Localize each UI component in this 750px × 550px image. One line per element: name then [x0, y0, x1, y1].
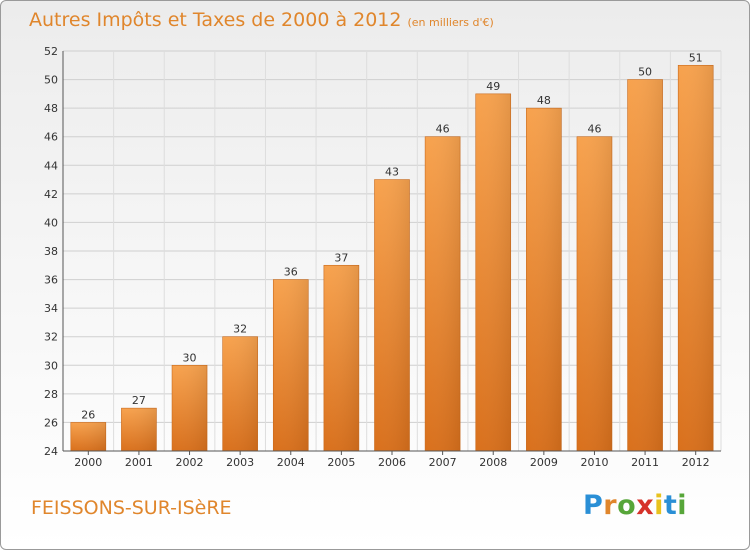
bar-shade-2011 — [627, 79, 663, 452]
x-tick-label: 2008 — [479, 456, 507, 469]
y-tick-label: 26 — [44, 416, 58, 429]
logo-letter: r — [603, 490, 618, 521]
value-label: 51 — [689, 51, 703, 64]
chart-title-text: Autres Impôts et Taxes de 2000 à 2012 — [29, 9, 402, 31]
x-tick-label: 2011 — [631, 456, 659, 469]
bar-shade-2004 — [273, 279, 309, 451]
value-label: 37 — [334, 251, 348, 264]
value-label: 26 — [81, 408, 95, 421]
y-tick-label: 32 — [44, 331, 58, 344]
commune-name: FEISSONS-SUR-ISèRE — [31, 497, 232, 519]
logo-letter: t — [663, 490, 678, 521]
value-label: 32 — [233, 323, 247, 336]
proxiti-logo: Proxiti — [583, 490, 687, 521]
logo-letter: P — [583, 490, 604, 521]
y-tick-label: 44 — [44, 159, 58, 172]
logo-letter: o — [617, 490, 637, 521]
bar-shade-2009 — [526, 108, 562, 452]
x-tick-label: 2001 — [125, 456, 153, 469]
value-label: 50 — [638, 66, 652, 79]
x-tick-label: 2009 — [530, 456, 558, 469]
bar-shade-2002 — [172, 365, 208, 451]
y-tick-label: 28 — [44, 388, 58, 401]
y-tick-label: 30 — [44, 359, 58, 372]
y-tick-label: 34 — [44, 302, 58, 315]
chart-title: Autres Impôts et Taxes de 2000 à 2012 (en… — [29, 9, 494, 31]
x-tick-label: 2002 — [176, 456, 204, 469]
y-tick-label: 38 — [44, 245, 58, 258]
x-tick-label: 2004 — [277, 456, 305, 469]
x-tick-label: 2000 — [74, 456, 102, 469]
value-label: 43 — [385, 166, 399, 179]
value-label: 30 — [183, 351, 197, 364]
y-tick-label: 42 — [44, 188, 58, 201]
value-label: 46 — [587, 123, 601, 136]
bar-shade-2006 — [374, 179, 410, 452]
y-tick-label: 52 — [44, 45, 58, 58]
bar-shade-2007 — [425, 136, 461, 451]
value-label: 46 — [436, 123, 450, 136]
bar-shade-2010 — [576, 136, 612, 451]
value-label: 49 — [486, 80, 500, 93]
x-tick-label: 2010 — [580, 456, 608, 469]
bar-shade-2005 — [323, 265, 359, 451]
value-label: 36 — [284, 266, 298, 279]
y-tick-label: 36 — [44, 274, 58, 287]
value-label: 48 — [537, 94, 551, 107]
x-tick-label: 2006 — [378, 456, 406, 469]
logo-letter: i — [677, 490, 688, 521]
x-tick-label: 2003 — [226, 456, 254, 469]
value-label: 27 — [132, 394, 146, 407]
y-tick-label: 48 — [44, 102, 58, 115]
logo-letter: i — [654, 490, 664, 521]
bar-shade-2000 — [70, 422, 106, 451]
x-tick-label: 2007 — [429, 456, 457, 469]
logo-letter: x — [636, 490, 655, 521]
chart-unit: (en milliers d'€) — [407, 16, 494, 29]
y-tick-label: 24 — [44, 445, 58, 458]
bar-shade-2008 — [475, 93, 511, 451]
axis-layer: 24 26 28 30 32 34 36 38 40 42 44 46 48 50 52 26 2000 27 20… — [44, 45, 721, 469]
y-tick-label: 40 — [44, 216, 58, 229]
bar-shade-2012 — [678, 65, 714, 452]
y-tick-label: 50 — [44, 74, 58, 87]
bar-layer — [70, 64, 714, 452]
y-tick-label: 46 — [44, 131, 58, 144]
x-tick-label: 2005 — [327, 456, 355, 469]
x-tick-label: 2012 — [682, 456, 710, 469]
bar-shade-2001 — [121, 408, 157, 451]
bar-shade-2003 — [222, 336, 258, 451]
